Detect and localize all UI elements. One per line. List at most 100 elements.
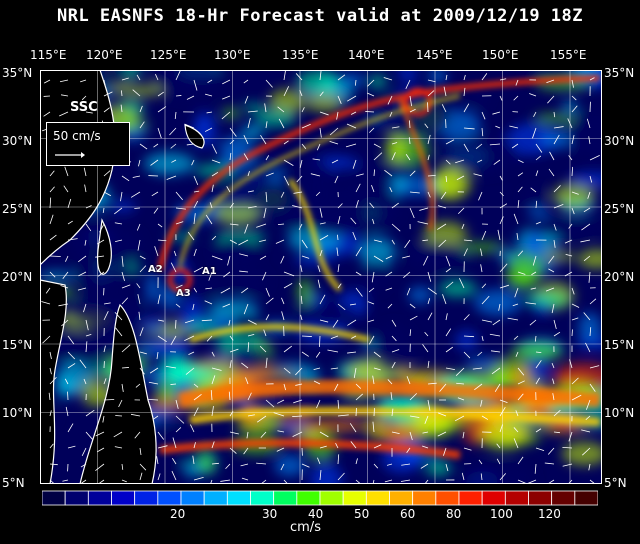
vector-arrow [514, 287, 519, 298]
vector-arrow [78, 271, 87, 277]
vector-arrow [156, 351, 159, 360]
vector-arrow [184, 123, 195, 129]
calm-patch [524, 220, 601, 238]
vector-arrow [409, 329, 412, 337]
vector-arrow [456, 382, 465, 385]
calm-patch [565, 111, 602, 156]
vector-arrow [319, 70, 322, 81]
vector-arrow [281, 311, 285, 321]
vector-arrow [513, 427, 519, 433]
vector-arrow [151, 191, 159, 197]
vector-arrow [389, 187, 393, 193]
colorbar-swatch [250, 490, 275, 506]
vector-arrow [283, 86, 290, 97]
vector-arrow [67, 335, 75, 345]
vector-arrow [568, 155, 573, 161]
vector-arrow [184, 319, 195, 324]
vector-arrow [571, 95, 577, 101]
speed-blob [296, 278, 314, 305]
vector-arrow [85, 333, 92, 337]
colorbar-swatch [412, 490, 437, 506]
current-jet [178, 94, 461, 267]
vector-arrow [283, 283, 293, 289]
vector-arrow [283, 479, 289, 484]
vector-arrow [247, 342, 250, 353]
vector-arrow [265, 399, 275, 408]
lon-label: 145°E [416, 48, 453, 62]
colorbar-swatch [87, 490, 112, 506]
vector-arrow [535, 200, 538, 209]
vector-arrow [229, 360, 232, 369]
vector-arrow [134, 207, 141, 209]
vector-arrow [350, 111, 357, 115]
vector-arrow [517, 271, 526, 275]
vector-arrow [391, 126, 400, 129]
vector-arrow [80, 463, 87, 468]
vector-arrow [211, 255, 223, 261]
vector-arrow [67, 423, 74, 433]
vector-arrow [337, 215, 341, 225]
vector-arrow [405, 154, 411, 161]
vector-arrow [175, 303, 181, 308]
vector-arrow [477, 159, 483, 163]
vector-arrow [153, 207, 159, 214]
vector-arrow [391, 361, 396, 369]
vector-arrow [239, 253, 249, 257]
vector-arrow [223, 271, 231, 278]
vector-arrow [59, 79, 69, 83]
calm-patch [245, 181, 306, 216]
vector-arrow [349, 423, 357, 433]
vector-arrow [211, 405, 214, 417]
vector-arrow [583, 207, 591, 213]
vector-arrow [211, 159, 221, 164]
speed-blob [359, 237, 396, 267]
vector-arrow [241, 477, 249, 481]
vector-arrow [517, 186, 523, 193]
vector-arrow [443, 447, 447, 456]
vector-arrow [132, 89, 141, 97]
vector-arrow [352, 159, 357, 169]
vector-arrow [547, 95, 555, 104]
vector-arrow [529, 93, 537, 97]
vector-arrow [170, 143, 177, 149]
vector-arrow [384, 479, 393, 483]
vector-arrow [67, 198, 72, 209]
vector-arrow [463, 314, 470, 321]
vector-arrow [157, 335, 167, 342]
vector-arrow [103, 107, 110, 113]
vector-arrow [445, 255, 451, 267]
speed-blob [527, 208, 551, 218]
vector-arrow [139, 121, 145, 129]
vector-arrow [517, 456, 524, 465]
calm-patch [67, 295, 145, 329]
land-mask [40, 70, 205, 484]
vector-arrow [373, 152, 383, 161]
vector-arrow [427, 312, 433, 321]
vector-arrow [386, 463, 393, 466]
vector-arrow [132, 175, 141, 178]
vector-arrow [582, 447, 591, 456]
vector-arrow [568, 223, 573, 229]
vector-arrow [424, 123, 429, 129]
vector-arrow [330, 367, 339, 370]
vector-arrow [373, 143, 382, 149]
vector-arrow [369, 202, 375, 209]
vector-arrow [83, 378, 87, 385]
colorbar-tick: 80 [446, 507, 462, 521]
calm-patch [306, 211, 359, 237]
vector-arrow [220, 287, 231, 294]
vector-arrow [193, 393, 202, 401]
vector-arrow [49, 214, 54, 225]
colorbar-swatch [319, 490, 344, 506]
vector-arrow [137, 239, 141, 251]
vector-arrow [228, 319, 231, 326]
vector-arrow [175, 221, 184, 225]
vector-arrow [49, 410, 52, 417]
vector-arrow [489, 333, 501, 337]
vector-arrow [443, 86, 447, 97]
vector-arrow [211, 367, 222, 371]
vector-arrow [422, 431, 429, 434]
vector-arrow [118, 399, 123, 408]
vector-arrow [301, 255, 310, 259]
vector-arrow [406, 376, 411, 385]
